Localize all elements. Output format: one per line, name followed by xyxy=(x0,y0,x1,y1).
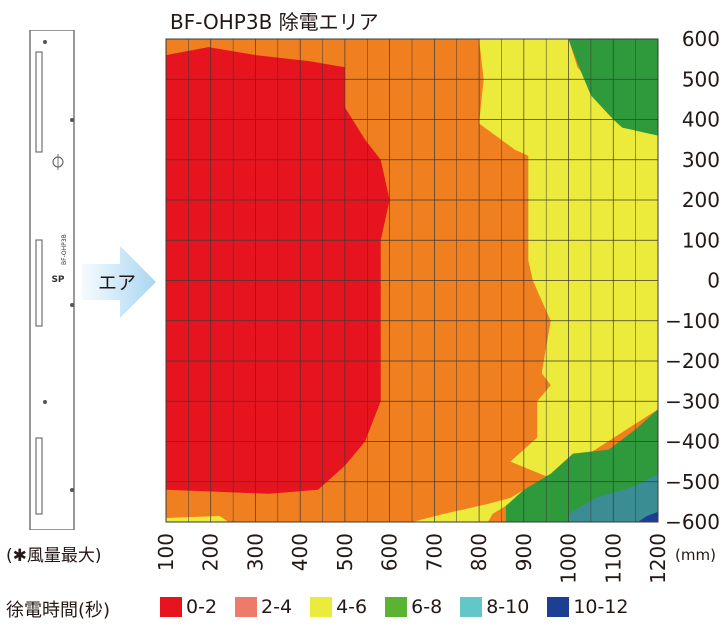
screw-dot xyxy=(70,118,74,122)
legend-item-label: 10-12 xyxy=(573,596,629,618)
legend-swatch xyxy=(385,597,408,617)
x-tick-label: 600 xyxy=(378,533,402,571)
grid-lines xyxy=(165,38,659,523)
legend-title: 徐電時間(秒) xyxy=(6,600,111,621)
device-model-marking: BF-OHP3B xyxy=(61,234,68,265)
plot-border xyxy=(165,38,659,523)
legend-item: 4-6 xyxy=(310,596,367,618)
band-region-10-12 xyxy=(637,511,658,522)
y-tick-label: −100 xyxy=(665,309,720,333)
x-tick-label: 700 xyxy=(422,533,446,571)
ionizer-bar-illustration: SP BF-OHP3B xyxy=(29,30,75,530)
legend-item: 6-8 xyxy=(385,596,442,618)
air-label: エア xyxy=(98,272,137,294)
y-tick-label: 300 xyxy=(682,148,720,172)
x-tick-labels: 100 200 300 400 500 600 700 800 900 1000 1100 1200 xyxy=(154,533,670,584)
y-tick-label: −300 xyxy=(665,389,720,413)
y-tick-label: −400 xyxy=(665,430,720,454)
x-unit-label: (mm) xyxy=(675,546,716,564)
legend-item-label: 6-8 xyxy=(411,596,443,618)
screw-dot xyxy=(70,488,74,492)
air-arrow-shape xyxy=(82,246,156,318)
y-tick-label: 500 xyxy=(682,67,720,91)
legend-item: 2-4 xyxy=(235,596,292,618)
air-flow-arrow xyxy=(82,246,156,318)
legend-swatch xyxy=(310,597,333,617)
x-tick-label: 1200 xyxy=(646,533,670,584)
screw-dot xyxy=(70,303,74,307)
legend-item-label: 2-4 xyxy=(261,596,293,618)
legend-swatch xyxy=(460,597,483,617)
x-tick-label: 900 xyxy=(512,533,536,571)
legend-swatch xyxy=(160,597,182,617)
legend: 0-2 2-4 4-6 6-8 8-10 10-12 xyxy=(160,596,647,618)
x-tick-label: 1000 xyxy=(557,533,581,584)
ionizer-bar-bracket-middle xyxy=(35,239,43,327)
x-tick-label: 300 xyxy=(243,533,267,571)
y-tick-label: 400 xyxy=(682,108,720,132)
legend-item-label: 4-6 xyxy=(336,596,368,618)
x-tick-label: 500 xyxy=(333,533,357,571)
y-tick-label: 0 xyxy=(707,269,720,293)
legend-item: 10-12 xyxy=(547,596,629,618)
y-tick-label: −600 xyxy=(665,510,720,534)
airflow-note: (✱風量最大) xyxy=(6,546,102,566)
legend-item: 8-10 xyxy=(460,596,529,618)
legend-swatch xyxy=(235,597,258,617)
legend-swatch xyxy=(547,597,570,617)
band-region-4-6 xyxy=(166,516,229,522)
x-tick-label: 800 xyxy=(467,533,491,571)
screw-dot xyxy=(43,400,47,404)
x-tick-label: 100 xyxy=(154,533,178,571)
legend-item-label: 0-2 xyxy=(186,596,218,618)
y-tick-label: 200 xyxy=(682,188,720,212)
x-tick-label: 400 xyxy=(288,533,312,571)
y-tick-label: 600 xyxy=(682,27,720,51)
y-tick-label: −500 xyxy=(665,470,720,494)
ionizer-bar-bracket-bottom xyxy=(35,437,43,515)
chart-title: BF-OHP3B 除電エリア xyxy=(170,10,379,34)
device-logo: SP xyxy=(51,275,64,285)
x-tick-label: 200 xyxy=(199,533,223,571)
x-tick-label: 1100 xyxy=(601,533,625,584)
y-tick-label: −200 xyxy=(665,349,720,373)
screw-dot xyxy=(43,40,47,44)
legend-item-label: 8-10 xyxy=(486,596,530,618)
legend-item: 0-2 xyxy=(160,596,217,618)
ionizer-bar-bracket-top xyxy=(35,51,43,153)
y-tick-label: 100 xyxy=(682,228,720,252)
y-tick-labels: 600 500 400 300 200 100 0 −100 −200 −300 −400 −500 −… xyxy=(665,27,720,534)
